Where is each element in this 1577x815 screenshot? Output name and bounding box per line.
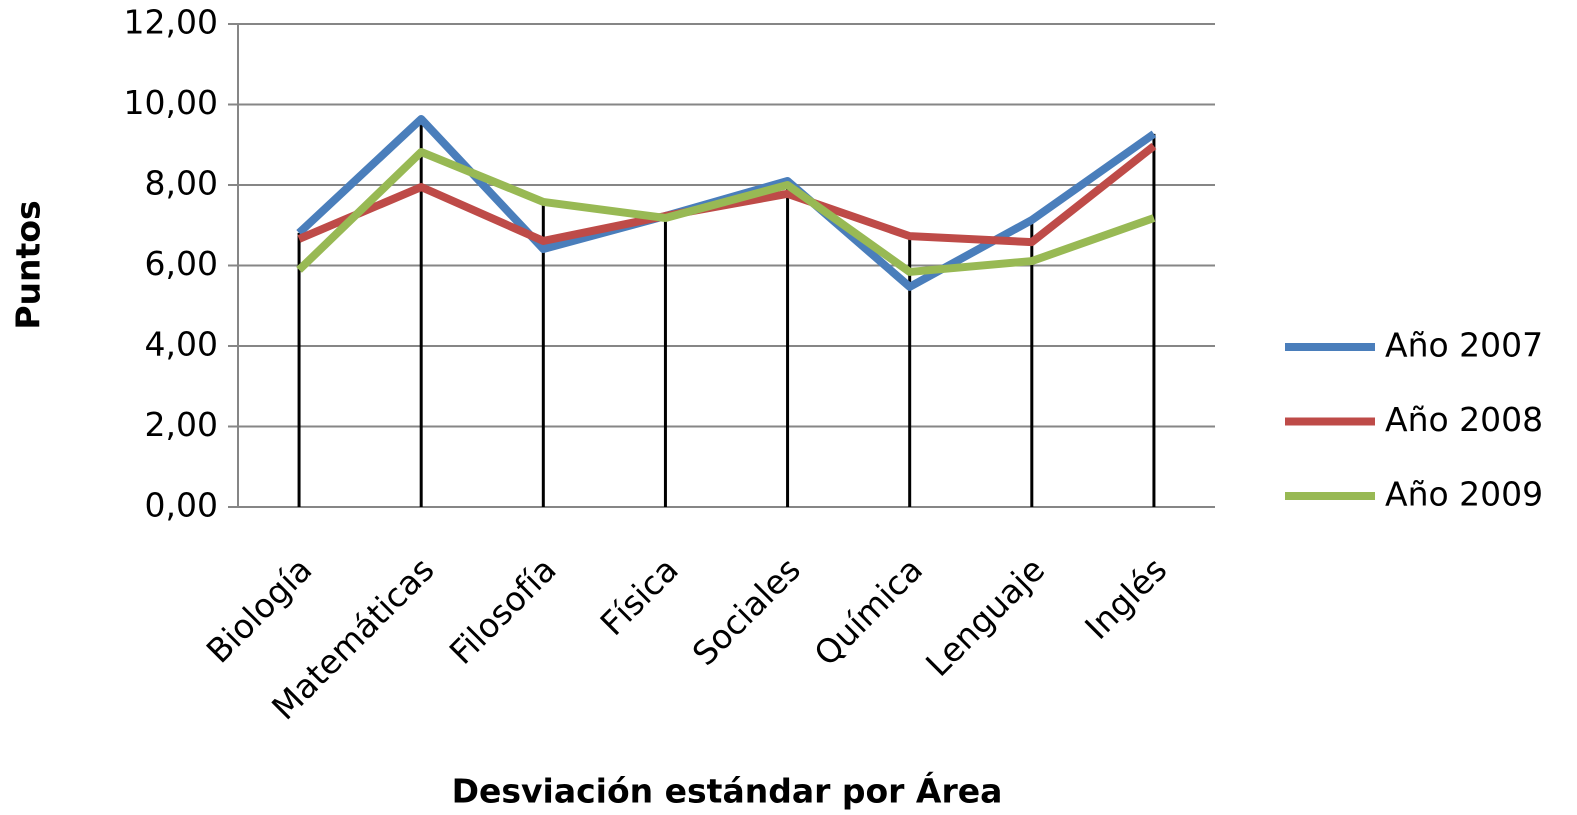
y-tick-label: 6,00: [145, 244, 218, 283]
x-tick-label: Química: [806, 550, 930, 674]
legend-label: Año 2009: [1385, 475, 1543, 514]
y-tick-label: 8,00: [145, 164, 218, 203]
x-tick-label: Física: [593, 550, 686, 643]
y-tick-label: 2,00: [145, 405, 218, 444]
x-tick-label: Filosofía: [442, 550, 564, 672]
y-tick-label: 10,00: [124, 83, 218, 122]
x-tick-label: Biología: [199, 550, 320, 671]
x-tick-label: Inglés: [1077, 550, 1174, 647]
x-tick-label: Sociales: [685, 550, 808, 673]
x-tick-label: Lenguaje: [918, 550, 1052, 684]
series-line: [296, 147, 1156, 276]
y-tick-label: 4,00: [145, 325, 218, 364]
y-tick-label: 0,00: [145, 486, 218, 525]
legend-label: Año 2007: [1385, 326, 1543, 365]
x-axis-title: Desviación estándar por Área: [452, 771, 1003, 811]
y-tick-label: 12,00: [124, 3, 218, 42]
legend-label: Año 2008: [1385, 400, 1543, 439]
y-axis-title: Puntos: [9, 200, 48, 329]
